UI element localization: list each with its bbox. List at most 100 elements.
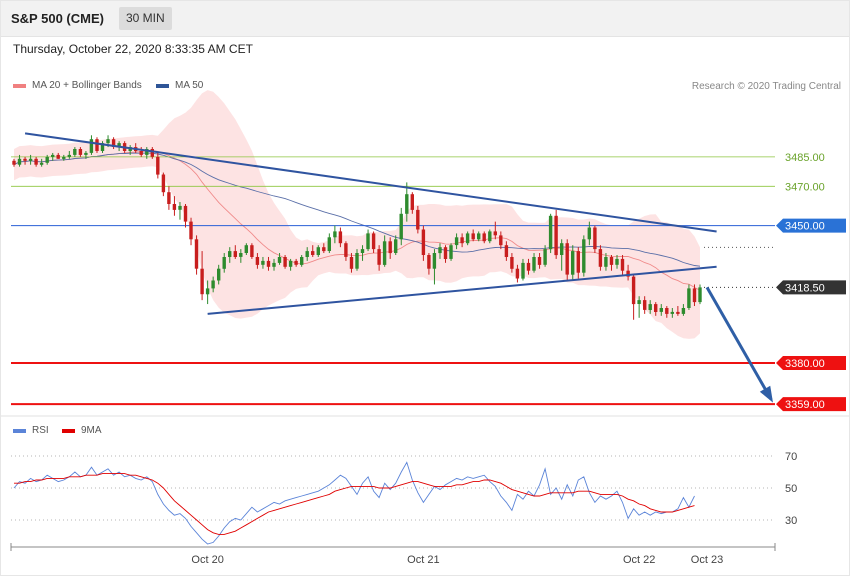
- rsi-swatch: [13, 428, 26, 433]
- candle-body: [211, 280, 215, 289]
- candle-body: [659, 308, 663, 312]
- candle-body: [615, 258, 619, 265]
- candle-body: [316, 247, 320, 255]
- candle-body: [488, 231, 492, 242]
- legend-9ma-label: 9MA: [81, 425, 102, 436]
- candle-body: [156, 156, 160, 175]
- candle-body: [150, 149, 154, 157]
- candle-body: [604, 257, 608, 267]
- candle-body: [532, 257, 536, 271]
- candle-body: [382, 241, 387, 265]
- candle-body: [565, 243, 569, 275]
- candle-body: [637, 300, 641, 304]
- price-level-label: 3380.00: [785, 358, 825, 370]
- candle-body: [377, 249, 381, 265]
- legend-ma20-label: MA 20 + Bollinger Bands: [32, 80, 142, 91]
- candle-body: [416, 209, 420, 230]
- candle-body: [609, 257, 614, 265]
- trendline-lower: [207, 265, 717, 315]
- candle-body: [432, 253, 437, 269]
- candle-body: [145, 149, 149, 155]
- candle-body: [233, 251, 237, 257]
- rsi-level-label: 30: [785, 515, 797, 527]
- price-level-label: 3418.50: [785, 282, 825, 294]
- candle-body: [205, 288, 210, 295]
- candle-body: [477, 233, 481, 240]
- candle-body: [560, 243, 564, 255]
- candle-body: [189, 221, 193, 240]
- rsi-9ma-line: [14, 473, 695, 535]
- candle-body: [106, 139, 110, 144]
- candle-body: [371, 233, 376, 250]
- candle-body: [631, 276, 636, 305]
- candle-body: [95, 139, 99, 151]
- candle-body: [222, 257, 226, 269]
- timeframe-button[interactable]: 30 MIN: [119, 7, 172, 30]
- candle-body: [12, 160, 16, 165]
- candle-body: [183, 205, 188, 222]
- research-credit: Research © 2020 Trading Central: [691, 81, 841, 92]
- candle-body: [388, 241, 392, 254]
- candle-body: [687, 288, 691, 308]
- candle-body: [300, 257, 304, 265]
- candle-body: [465, 233, 470, 244]
- candle-body: [56, 154, 60, 159]
- candle-body: [28, 158, 33, 161]
- candle-body: [587, 227, 591, 240]
- price-level-label: 3470.00: [785, 181, 825, 193]
- candle-body: [51, 154, 55, 157]
- candle-body: [665, 308, 669, 314]
- candle-body: [277, 257, 282, 263]
- candle-body: [17, 158, 22, 165]
- price-level-label: 3450.00: [785, 221, 825, 233]
- candle-body: [504, 245, 509, 257]
- candle-body: [548, 215, 553, 250]
- candle-body: [499, 235, 503, 246]
- price-level-label: 3359.00: [785, 399, 825, 411]
- candle-body: [78, 149, 83, 155]
- candle-body: [366, 233, 370, 250]
- timestamp: Thursday, October 22, 2020 8:33:35 AM CE…: [13, 42, 253, 56]
- x-tick-label: Oct 20: [191, 554, 223, 566]
- candle-body: [84, 152, 88, 155]
- candle-body: [454, 237, 459, 246]
- candle-body: [67, 154, 71, 157]
- rsi-level-label: 70: [785, 451, 797, 463]
- x-tick-label: Oct 21: [407, 554, 439, 566]
- candle-body: [493, 231, 497, 236]
- candle-body: [515, 268, 520, 279]
- candle-body: [526, 262, 531, 271]
- candle-body: [593, 227, 597, 250]
- candle-body: [648, 304, 652, 310]
- candle-body: [510, 257, 514, 269]
- legend-ma20: MA 20 + Bollinger Bands: [13, 80, 142, 91]
- price-level-tag: [776, 280, 846, 295]
- candle-body: [250, 245, 254, 257]
- candle-body: [161, 174, 166, 193]
- candle-body: [244, 245, 248, 253]
- candle-body: [311, 251, 315, 255]
- legend-rsi: RSI: [13, 425, 49, 436]
- candle-body: [288, 260, 293, 267]
- price-level-tag: [776, 355, 846, 370]
- candle-body: [537, 257, 542, 265]
- projection-arrow-head: [759, 385, 773, 403]
- candle-body: [521, 262, 525, 279]
- candle-body: [45, 156, 49, 163]
- candle-body: [172, 204, 177, 210]
- candle-body: [228, 251, 232, 257]
- candle-body: [139, 151, 143, 155]
- candle-body: [338, 231, 343, 244]
- candle-body: [294, 260, 298, 265]
- x-tick-label: Oct 23: [691, 554, 723, 566]
- candle-body: [200, 268, 204, 295]
- candle-body: [482, 233, 486, 242]
- candle-body: [421, 229, 426, 255]
- candle-body: [255, 257, 260, 265]
- candle-body: [543, 249, 547, 265]
- candle-body: [692, 288, 697, 303]
- legend-9ma: 9MA: [62, 425, 102, 436]
- candle-body: [89, 139, 94, 153]
- candle-body: [194, 239, 199, 269]
